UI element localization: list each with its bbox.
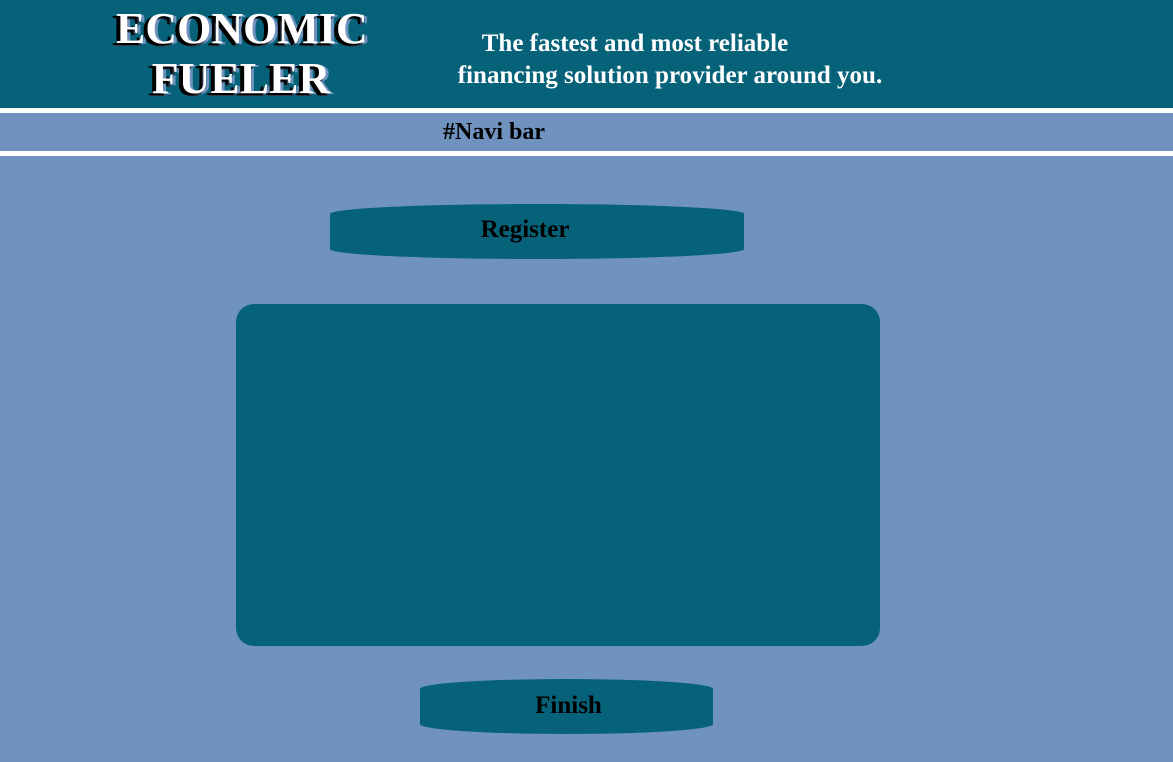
nav-divider [0,151,1173,156]
tagline: The fastest and most reliable financing … [400,28,940,92]
logo[interactable]: ECONOMIC FUELER [116,4,368,104]
finish-button[interactable]: Finish [420,679,713,734]
nav-bar-label: #Navi bar [443,119,545,145]
logo-line1: ECONOMIC [116,4,368,53]
nav-bar: #Navi bar [0,113,1173,151]
form-panel [236,304,880,646]
tagline-line1: The fastest and most reliable [481,30,789,57]
register-button[interactable]: Register [330,204,744,259]
logo-line2: FUELER [151,54,331,103]
header: ECONOMIC FUELER The fastest and most rel… [0,0,1173,108]
header-divider [0,108,1173,113]
tagline-line2: financing solution provider around you. [457,62,883,89]
